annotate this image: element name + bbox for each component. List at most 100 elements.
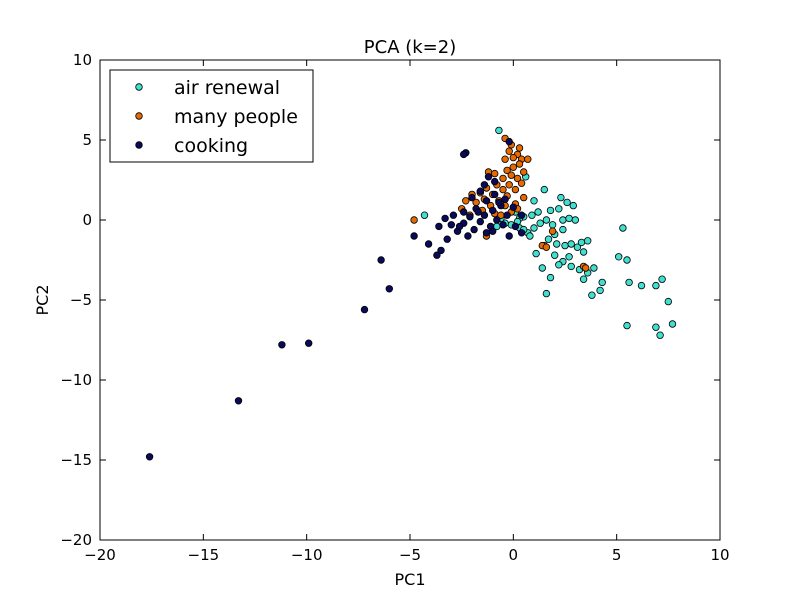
data-point [495,126,503,135]
data-point [623,256,631,264]
data-point [546,273,555,282]
data-point [499,174,507,183]
y-tick-label: −15 [60,451,92,469]
data-point [573,243,582,251]
data-point [548,227,557,235]
data-point [536,219,544,227]
data-point [505,232,513,240]
data-point [559,216,567,224]
data-point [462,197,470,205]
data-point [437,246,445,255]
data-point [517,179,526,187]
data-point [652,281,660,290]
data-point [503,211,511,219]
chart-title: PCA (k=2) [364,37,456,58]
data-point [466,213,474,221]
data-point [555,205,563,213]
data-point [542,289,551,298]
series-0 [420,126,677,339]
data-point [515,144,524,152]
y-tick-label: 5 [82,131,92,149]
data-point [460,208,468,216]
y-tick-label: 0 [82,211,92,229]
data-point [278,341,286,349]
data-point [360,305,369,314]
data-point [555,261,563,269]
data-point [524,155,532,163]
data-point [526,232,534,240]
data-point [544,235,553,243]
data-point [489,227,497,235]
data-point [509,163,517,171]
data-point [559,225,567,234]
y-tick-label: −10 [60,371,92,389]
data-point [305,339,313,347]
x-tick-label: 10 [710,546,729,564]
data-point [385,285,393,293]
data-point [590,264,598,272]
data-point [460,150,468,159]
data-point [509,153,517,162]
data-point [530,197,538,205]
data-point [565,214,573,223]
data-point [443,235,451,243]
x-tick-label: −5 [399,546,421,564]
data-point [503,166,511,175]
data-point [455,222,464,231]
data-point [664,297,672,306]
legend-label: cooking [174,135,248,157]
axis-ticks: −20 −15 −10 −5 0 5 10 −20 −15 −10 −5 0 5 10 [60,51,729,564]
data-point [410,216,418,224]
data-point [441,214,449,223]
data-point [480,181,489,189]
data-point [565,253,573,261]
data-point [598,278,606,287]
data-point [509,203,517,211]
data-point [563,198,571,207]
data-point [476,187,484,195]
data-point [484,173,493,181]
legend-label: air renewal [174,77,280,99]
data-point [410,232,418,240]
data-point [501,195,509,203]
data-point [234,397,243,405]
y-axis-label: PC2 [33,285,52,316]
data-point [557,193,565,202]
data-point [474,208,482,216]
data-point [517,229,526,237]
data-point [584,237,592,245]
data-point [637,281,646,290]
data-point [538,264,546,272]
series-2 [145,137,526,461]
data-point [588,291,596,299]
data-point [435,222,443,231]
x-tick-label: 5 [612,546,622,564]
data-point [464,232,472,240]
data-point [577,238,586,247]
data-point [145,453,154,461]
data-point [579,275,588,283]
data-point [505,181,513,189]
data-point [499,185,507,194]
data-point [491,169,499,178]
data-point [553,240,561,248]
data-point [528,211,536,219]
data-point [493,216,501,224]
data-point [567,240,575,248]
data-point [482,197,491,205]
data-point [548,221,557,229]
x-axis-label: PC1 [395,570,426,589]
data-point [499,221,507,229]
data-point [532,249,540,258]
data-point [652,323,660,331]
data-points [145,126,677,461]
data-point [449,211,458,219]
data-point [515,160,524,168]
y-tick-label: 10 [73,51,92,69]
y-tick-label: −5 [70,291,92,309]
data-point [540,185,548,194]
data-point [582,264,590,272]
data-point [623,321,631,330]
legend-marker [135,141,143,149]
